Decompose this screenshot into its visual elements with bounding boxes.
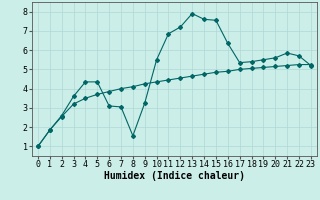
X-axis label: Humidex (Indice chaleur): Humidex (Indice chaleur)	[104, 171, 245, 181]
